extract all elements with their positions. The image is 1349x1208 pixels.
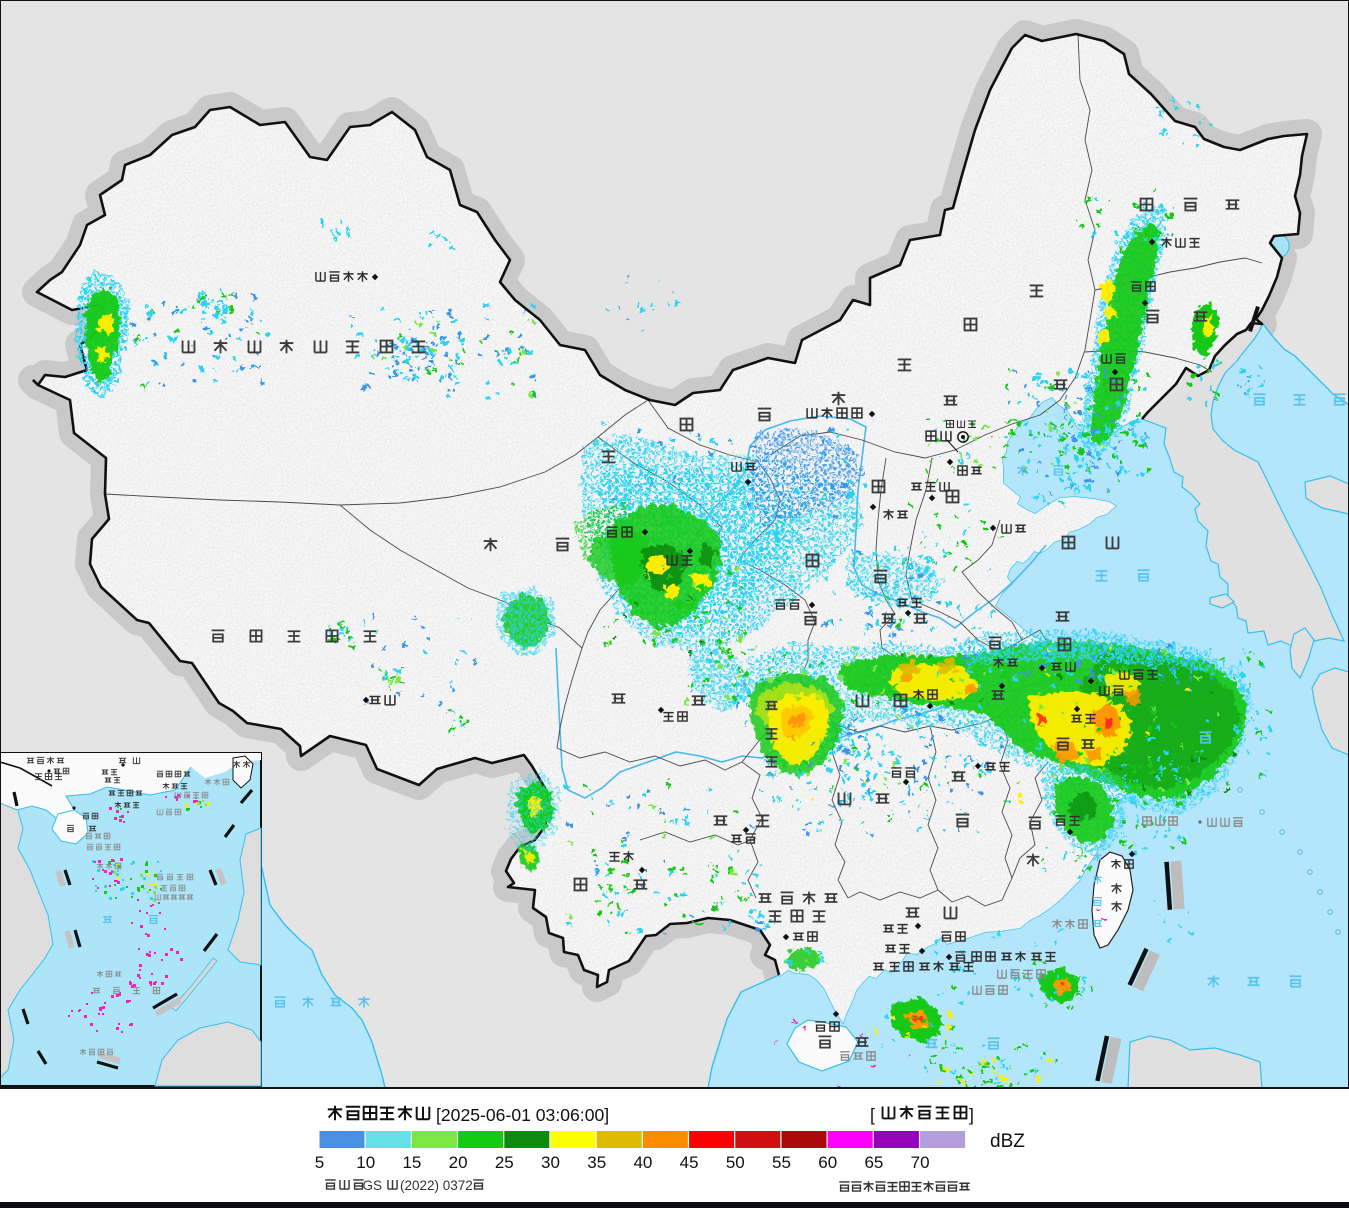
svg-text:[: [ — [870, 1105, 875, 1125]
svg-text:: GS: : GS — [355, 1178, 382, 1193]
svg-text:45: 45 — [680, 1153, 699, 1172]
svg-text:]: ] — [969, 1105, 974, 1125]
svg-text:70: 70 — [911, 1153, 930, 1172]
svg-text:10: 10 — [356, 1153, 375, 1172]
svg-text:(2022) 0372: (2022) 0372 — [400, 1178, 473, 1193]
svg-text:dBZ: dBZ — [990, 1131, 1025, 1152]
svg-text:[2025-06-01 03:06:00]: [2025-06-01 03:06:00] — [436, 1105, 609, 1125]
svg-text:50: 50 — [726, 1153, 745, 1172]
svg-text:40: 40 — [633, 1153, 652, 1172]
svg-text:20: 20 — [449, 1153, 468, 1172]
svg-text:55: 55 — [772, 1153, 791, 1172]
svg-text:5: 5 — [315, 1153, 324, 1172]
svg-text:60: 60 — [818, 1153, 837, 1172]
svg-text:30: 30 — [541, 1153, 560, 1172]
svg-text:65: 65 — [864, 1153, 883, 1172]
svg-text:15: 15 — [402, 1153, 421, 1172]
svg-text:25: 25 — [495, 1153, 514, 1172]
svg-text:35: 35 — [587, 1153, 606, 1172]
